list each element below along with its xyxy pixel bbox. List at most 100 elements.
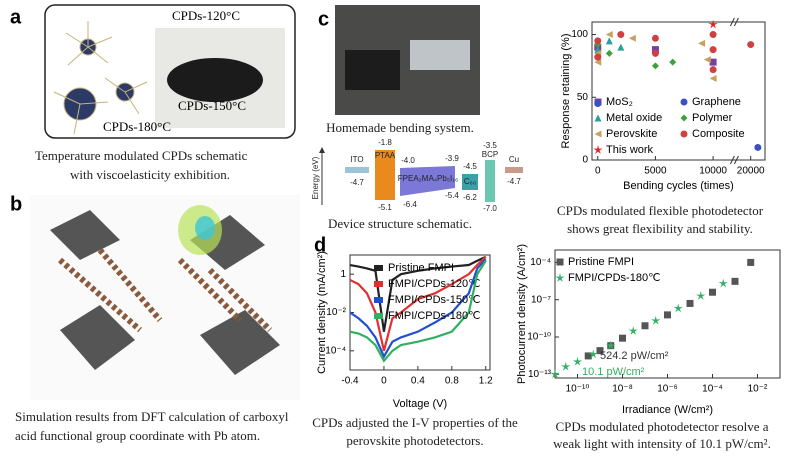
x-axis-label: Irradiance (W/cm²)	[622, 404, 713, 416]
legend-label: FMPI/CPDs-180℃	[568, 272, 660, 284]
level-label: -6.4	[403, 200, 417, 209]
marker	[703, 56, 711, 64]
legend-label: Polymer	[692, 112, 733, 124]
legend-label: Metal oxide	[606, 112, 662, 124]
marker	[709, 58, 717, 66]
y-axis-label: Photocurrent density (A/cm²)	[516, 244, 528, 384]
layer-label: ITO	[350, 155, 363, 164]
legend-label: FMPI/CPDs-120℃	[388, 278, 480, 290]
marker	[651, 49, 659, 57]
legend-marker	[594, 130, 602, 138]
caption: CPDs modulated flexible photodetector	[557, 203, 764, 218]
caption: shows great flexibility and stability.	[567, 221, 753, 236]
marker	[617, 31, 625, 39]
marker	[605, 49, 613, 57]
series-line	[349, 260, 487, 363]
legend-label: FMPI/CPDs-180℃	[388, 310, 480, 322]
label: CPDs-180°C	[103, 119, 171, 134]
marker	[698, 39, 706, 47]
marker	[747, 258, 755, 266]
layer-label: Cu	[509, 155, 519, 164]
legend-marker	[680, 98, 688, 106]
y-tick-label: 10⁻⁴	[530, 257, 551, 268]
marker	[617, 43, 625, 51]
legend-swatch	[374, 313, 383, 319]
y-tick-label: 50	[577, 92, 589, 103]
x-axis-label: Voltage (V)	[393, 398, 447, 410]
marker	[709, 74, 717, 82]
x-tick-label: 20000	[737, 166, 765, 177]
caption: perovskite photodetectors.	[346, 433, 483, 448]
marker	[596, 347, 604, 355]
x-tick-label: 10⁻⁴	[702, 384, 723, 395]
marker	[594, 100, 602, 108]
y-axis-label: Response retaining (%)	[560, 34, 572, 149]
caption: CPDs modulated photodetector resolve a	[555, 419, 768, 434]
marker	[651, 62, 659, 70]
legend-label: Pristine FMPI	[388, 262, 454, 274]
plot-frame	[591, 21, 766, 161]
legend-marker	[594, 114, 602, 122]
marker	[664, 311, 671, 319]
level-label: -4.5	[463, 162, 477, 171]
marker	[605, 31, 613, 39]
x-tick-label: 0.8	[445, 376, 459, 387]
marker	[709, 31, 717, 39]
legend-marker	[593, 145, 603, 154]
marker	[718, 278, 728, 288]
marker	[754, 143, 762, 151]
layer-label: PTAA	[375, 151, 396, 160]
caption: Device structure schematic.	[328, 216, 472, 231]
y-axis-label: Current density (mA/cm²)	[316, 251, 328, 374]
y-tick-label: 0	[582, 155, 588, 166]
photo	[167, 58, 263, 102]
legend-label: MoS₂	[606, 96, 633, 108]
level-label: -6.2	[463, 193, 477, 202]
marker	[619, 334, 626, 342]
dft-structure	[30, 195, 300, 400]
marker	[696, 291, 706, 300]
x-tick-label: 0	[595, 166, 601, 177]
legend-label: This work	[606, 144, 654, 156]
marker	[673, 303, 683, 313]
level-label: -4.0	[401, 156, 415, 165]
level-label: -7.0	[483, 204, 497, 213]
series-line	[349, 258, 487, 360]
marker	[628, 34, 636, 42]
marker	[747, 41, 755, 49]
marker	[550, 369, 560, 379]
marker	[686, 299, 694, 307]
legend-label: Perovskite	[606, 128, 657, 140]
y-tick-label: 1	[340, 269, 346, 280]
level-label: -3.5	[483, 141, 497, 150]
band-diagram	[319, 147, 523, 205]
legend-marker	[556, 258, 564, 266]
x-tick-label: 1.2	[479, 376, 493, 387]
y-tick-label: 10⁻⁷	[531, 294, 551, 305]
label: CPDs-150°C	[178, 98, 246, 113]
marker	[709, 66, 717, 74]
layer-label: C₆₀	[464, 177, 476, 186]
panel-label: b	[10, 193, 22, 215]
legend-marker	[680, 114, 688, 122]
marker	[584, 352, 592, 360]
marker	[651, 46, 659, 54]
x-axis-label: Bending cycles (times)	[623, 180, 734, 192]
caption: Temperature modulated CPDs schematic	[35, 148, 248, 163]
marker	[651, 34, 659, 42]
x-tick-label: 10000	[699, 166, 727, 177]
cpd-illustration	[53, 21, 148, 135]
legend-swatch	[374, 265, 383, 271]
marker	[561, 361, 571, 371]
marker	[708, 19, 718, 29]
legend-label: Composite	[692, 128, 745, 140]
marker	[594, 37, 602, 45]
caption: acid functional group coordinate with Pb…	[15, 428, 260, 443]
level-label: -5.4	[445, 191, 459, 200]
caption: weak light with intensity of 10.1 pW/cm²…	[553, 436, 771, 451]
photo	[335, 5, 480, 115]
legend-label: Graphene	[692, 96, 741, 108]
y-tick-label: 10⁻⁴	[325, 345, 346, 356]
panel-label: c	[318, 8, 329, 30]
